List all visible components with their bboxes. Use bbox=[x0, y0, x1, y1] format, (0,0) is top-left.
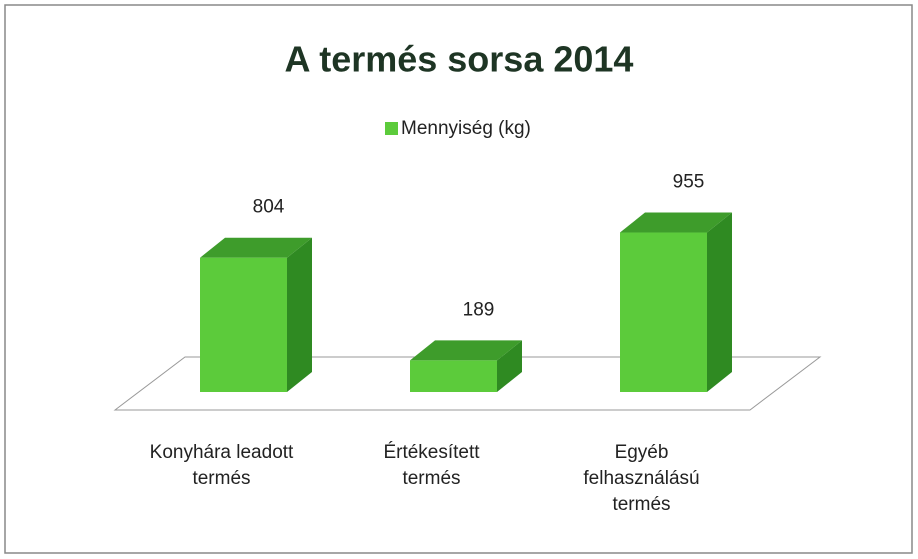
chart-frame bbox=[4, 4, 913, 554]
data-label: 955 bbox=[673, 172, 705, 193]
bar-side bbox=[497, 340, 522, 392]
data-label: 804 bbox=[253, 197, 285, 218]
bar-side bbox=[287, 237, 312, 392]
legend-swatch bbox=[385, 122, 398, 135]
x-tick-label: Egyéb felhasználású termés bbox=[583, 442, 700, 515]
bar bbox=[410, 360, 497, 392]
data-label: 189 bbox=[463, 299, 495, 320]
x-tick-label: Értékesített termés bbox=[383, 442, 480, 489]
bar-top bbox=[410, 340, 522, 361]
x-tick-label: Konyhára leadott termés bbox=[149, 442, 294, 489]
bar-top bbox=[620, 212, 732, 233]
legend-label: Mennyiség (kg) bbox=[401, 118, 531, 139]
bar bbox=[200, 257, 287, 392]
chart-title: A termés sorsa 2014 bbox=[285, 39, 634, 80]
bar bbox=[620, 232, 707, 392]
bar-top bbox=[200, 237, 312, 258]
bar-side bbox=[707, 212, 732, 392]
